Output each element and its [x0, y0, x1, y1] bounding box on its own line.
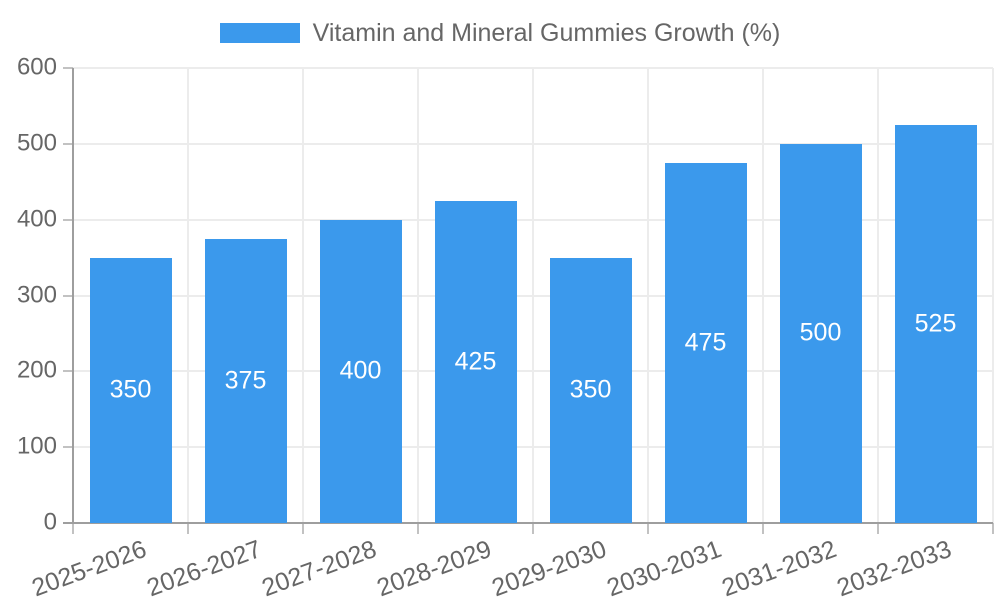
- bar-value-label: 525: [914, 309, 957, 338]
- x-axis-tick-mark: [877, 523, 879, 534]
- y-axis-tick-label: 300: [16, 280, 57, 308]
- gridline-vertical: [877, 68, 879, 523]
- x-axis-line: [63, 522, 993, 524]
- y-axis-tick-mark: [63, 294, 73, 297]
- bar-2025-2026: [89, 257, 172, 523]
- bar-2032-2033: [894, 124, 977, 523]
- y-axis-line: [72, 68, 74, 523]
- bar-2028-2029: [434, 200, 517, 523]
- bar-2026-2027: [204, 238, 287, 523]
- x-axis-tick-mark: [647, 523, 649, 534]
- x-axis-tick-mark: [187, 523, 189, 534]
- gridline-vertical: [532, 68, 534, 523]
- bar-value-label: 350: [569, 375, 612, 404]
- x-axis-tick-label: 2025-2026: [28, 535, 151, 600]
- bar-value-label: 500: [799, 318, 842, 347]
- x-axis-tick-mark: [302, 523, 304, 534]
- y-axis-tick-mark: [63, 142, 73, 145]
- gridline-vertical: [417, 68, 419, 523]
- gridline-vertical: [762, 68, 764, 523]
- y-axis-tick-mark: [63, 370, 73, 373]
- bar-2029-2030: [549, 257, 632, 523]
- bar-2030-2031: [664, 162, 747, 523]
- y-axis-tick-label: 0: [43, 508, 57, 536]
- x-axis-tick-mark: [532, 523, 534, 534]
- x-axis-tick-mark: [72, 523, 74, 534]
- x-axis-tick-mark: [417, 523, 419, 534]
- gridline-vertical: [992, 68, 994, 523]
- gridline-vertical: [647, 68, 649, 523]
- legend-label: Vitamin and Mineral Gummies Growth (%): [312, 19, 781, 47]
- bar-value-label: 425: [454, 347, 497, 376]
- x-axis-tick-label: 2026-2027: [143, 535, 266, 600]
- bar-value-label: 375: [224, 366, 267, 395]
- y-axis-tick-label: 500: [16, 129, 57, 157]
- chart-legend[interactable]: Vitamin and Mineral Gummies Growth (%): [0, 19, 1000, 47]
- x-axis-tick-label: 2030-2031: [603, 535, 726, 600]
- y-axis-tick-label: 200: [16, 356, 57, 384]
- gridline-vertical: [302, 68, 304, 523]
- bar-value-label: 400: [339, 356, 382, 385]
- bar-value-label: 475: [684, 328, 727, 357]
- x-axis-tick-mark: [992, 523, 994, 534]
- y-axis-tick-label: 100: [16, 432, 57, 460]
- y-axis-tick-mark: [63, 446, 73, 449]
- legend-color-swatch-icon: [219, 23, 300, 43]
- y-axis-tick-label: 400: [16, 205, 57, 233]
- bar-value-label: 350: [109, 375, 152, 404]
- bar-2031-2032: [779, 143, 862, 523]
- x-axis-tick-mark: [762, 523, 764, 534]
- y-axis-tick-mark: [63, 67, 73, 69]
- x-axis-tick-label: 2031-2032: [718, 535, 841, 600]
- gridline-vertical: [187, 68, 189, 523]
- x-axis-tick-label: 2028-2029: [373, 535, 496, 600]
- bar-2027-2028: [319, 219, 402, 523]
- x-axis-tick-label: 2029-2030: [488, 535, 611, 600]
- x-axis-tick-label: 2027-2028: [258, 535, 381, 600]
- y-axis-tick-mark: [63, 218, 73, 221]
- y-axis-tick-label: 600: [16, 53, 57, 81]
- x-axis-tick-label: 2032-2033: [833, 535, 956, 600]
